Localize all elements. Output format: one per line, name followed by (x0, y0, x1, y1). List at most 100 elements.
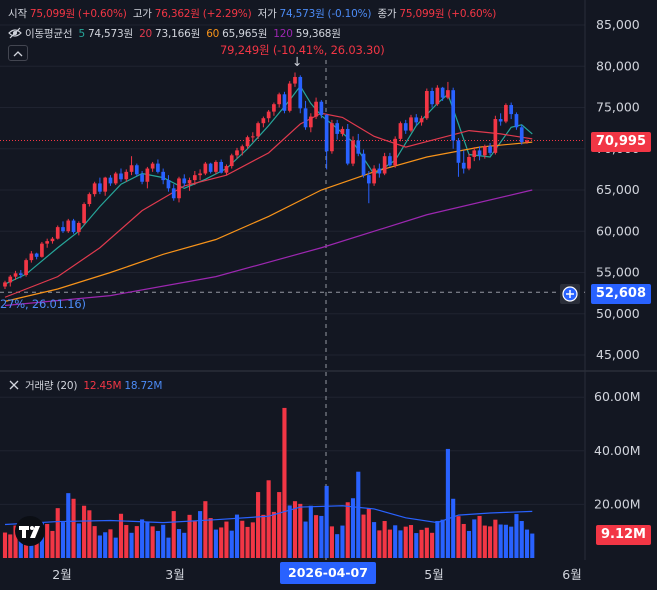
volume-bar (466, 530, 472, 558)
volume-legend: 거래량 (20) 12.45M 18.72M (8, 378, 165, 393)
candle-body (145, 168, 150, 182)
candle-body (403, 123, 408, 131)
volume-bar (76, 523, 81, 558)
candle-body (482, 146, 487, 156)
candle-body (8, 276, 13, 283)
price-tick-label: 50,000 (596, 306, 640, 321)
candle-body (24, 260, 28, 275)
price-tick-label: 45,000 (596, 347, 640, 362)
candle-body (34, 253, 39, 257)
low-annotation: 27%, 26.01.16) (0, 297, 86, 311)
candle-body (335, 123, 340, 134)
open-change: (+0.60%) (77, 8, 127, 20)
volume-bar (372, 522, 377, 558)
candle-body (498, 119, 503, 122)
candle-body (398, 123, 403, 139)
volume-bar (530, 533, 535, 558)
volume-bar (224, 521, 229, 558)
candle-body (50, 238, 55, 242)
add-alert-button[interactable] (560, 284, 580, 304)
volume-bar (514, 514, 519, 558)
volume-bar (398, 530, 403, 558)
candle-body (108, 177, 113, 184)
candle-body (266, 111, 271, 119)
volume-bar (503, 524, 508, 558)
volume-bar (445, 448, 450, 558)
candle-body (113, 173, 118, 184)
candle-body (76, 223, 81, 233)
candle-body (161, 171, 166, 181)
volume-bar (350, 498, 356, 558)
volume-bar (345, 502, 350, 558)
volume-bar (382, 521, 387, 558)
volume-bar (440, 519, 445, 558)
candle-body (256, 123, 260, 137)
ma120-line (4, 189, 533, 307)
high-label: 고가 (132, 8, 152, 20)
volume-bar (245, 526, 250, 558)
candle-body (477, 150, 482, 156)
volume-bar (250, 522, 255, 558)
volume-bar (219, 527, 224, 558)
candle-body (345, 128, 350, 164)
candle-body (13, 273, 18, 277)
price-tick-label: 80,000 (596, 58, 640, 73)
tradingview-logo[interactable] (12, 516, 48, 546)
candle-body (293, 76, 297, 84)
candle-body (377, 168, 382, 174)
crosshair-price-tag: 52,608 (590, 284, 651, 304)
candle-body (467, 157, 471, 169)
volume-bar (182, 532, 187, 558)
candle-body (282, 94, 287, 111)
volume-ma-line (4, 505, 533, 526)
candle-body (87, 194, 92, 205)
volume-bar (2, 532, 8, 558)
volume-bar (50, 530, 55, 558)
high-marker-arrow: ↓ (292, 54, 302, 69)
candle-body (240, 146, 245, 151)
candle-body (509, 105, 514, 115)
candle-body (103, 177, 108, 192)
candle-body (287, 83, 292, 111)
volume-bar (287, 505, 292, 558)
candle-body (224, 166, 229, 173)
volume-bar (198, 511, 203, 558)
candle-body (366, 175, 371, 184)
volume-label: 거래량 (20) (25, 380, 78, 392)
candle-body (214, 161, 218, 172)
volume-bar (472, 519, 477, 558)
candle-body (504, 105, 508, 122)
close-icon[interactable] (8, 379, 22, 391)
candle-body (324, 114, 329, 152)
candle-body (129, 165, 134, 172)
candle-body (3, 282, 7, 287)
volume-bar (488, 526, 493, 558)
candle-body (393, 138, 398, 166)
collapse-legend-button[interactable] (8, 45, 28, 61)
close-label: 종가 (377, 8, 397, 20)
volume-bar (134, 526, 139, 558)
chevron-up-icon (13, 51, 23, 57)
candle-body (277, 94, 282, 105)
candle-body (314, 101, 318, 117)
price-tick-label: 85,000 (596, 17, 640, 32)
volume-bar (240, 520, 245, 558)
volume-bar (329, 526, 334, 558)
candle-body (451, 90, 456, 141)
candle-body (472, 150, 477, 157)
volume-bar (356, 471, 361, 558)
volume-bar (493, 519, 498, 558)
candle-body (361, 153, 366, 176)
eye-off-icon[interactable] (8, 27, 22, 39)
candle-body (18, 273, 23, 275)
volume-bar (456, 516, 461, 558)
volume-bar (277, 492, 282, 558)
candle-body (40, 243, 44, 257)
volume-bar (187, 514, 192, 558)
candle-body (229, 155, 234, 167)
ma5-period: 5 (78, 28, 85, 40)
volume-bar (366, 508, 371, 558)
ma-label: 이동평균선 (25, 28, 73, 40)
candle-body (61, 227, 65, 232)
